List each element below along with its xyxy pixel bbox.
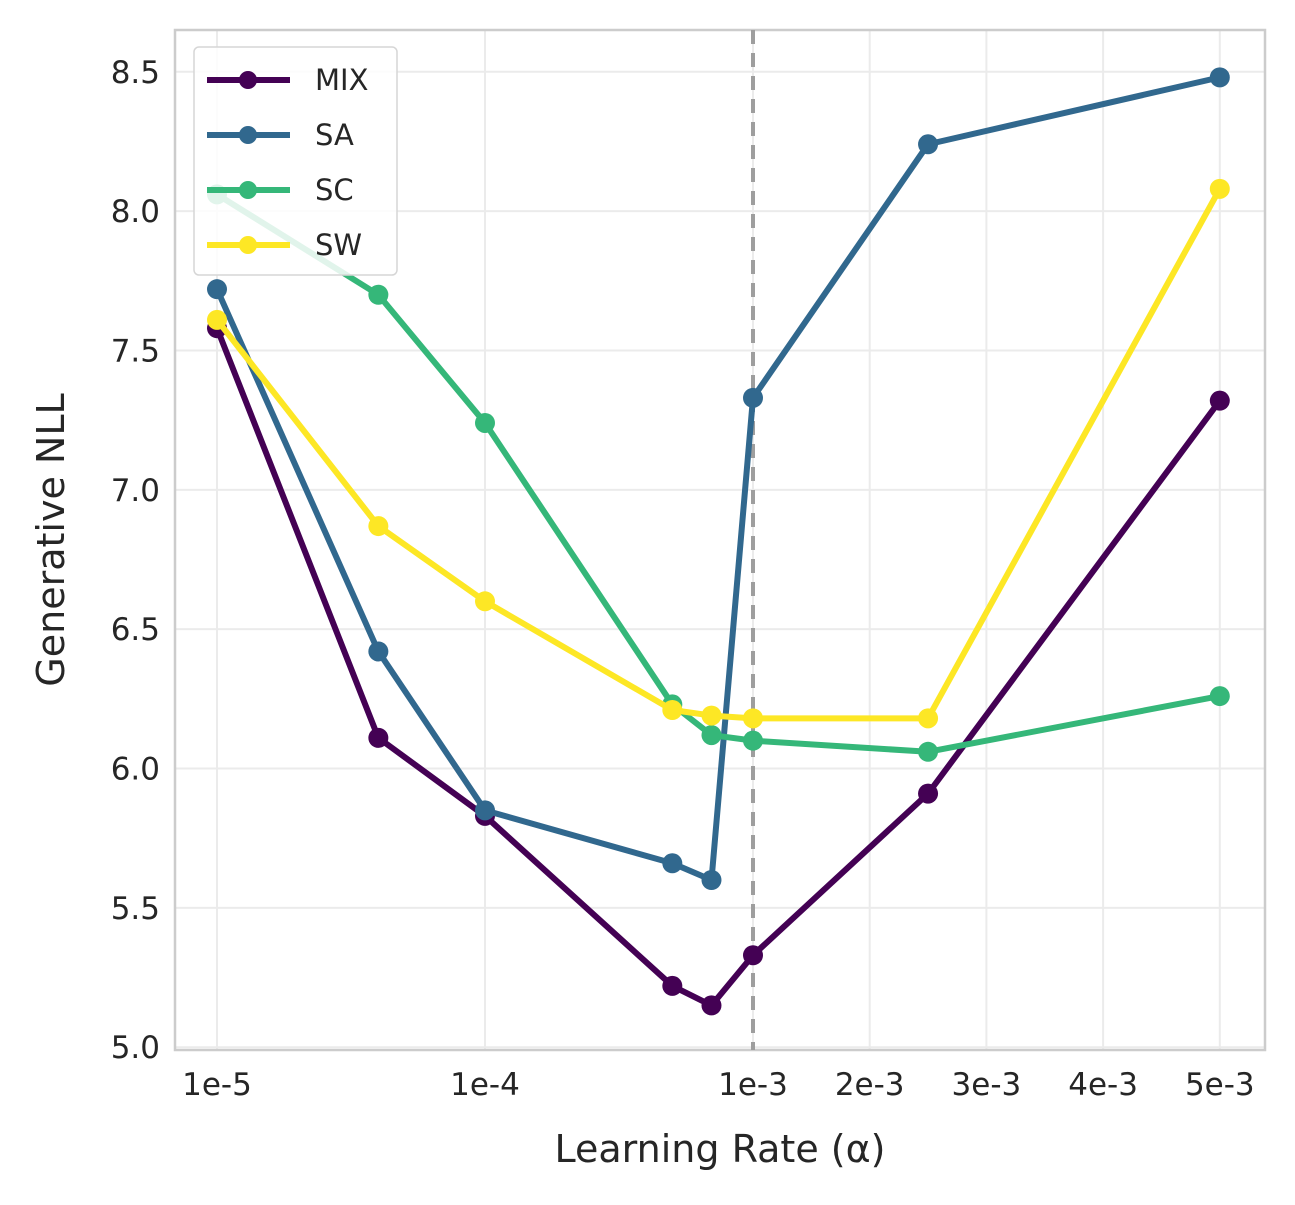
data-point-mix bbox=[368, 727, 389, 748]
x-tick-label: 4e-3 bbox=[1068, 1067, 1138, 1103]
data-point-mix bbox=[743, 945, 763, 966]
data-point-sw bbox=[368, 516, 389, 537]
x-tick-label: 2e-3 bbox=[835, 1067, 905, 1103]
y-tick-label: 8.5 bbox=[111, 55, 160, 91]
legend-box bbox=[193, 46, 398, 276]
legend-marker-mix bbox=[239, 71, 257, 89]
series bbox=[207, 67, 1230, 1016]
legend-label-sa: SA bbox=[315, 118, 354, 152]
data-point-sc bbox=[475, 412, 495, 433]
y-tick-label: 7.0 bbox=[111, 473, 160, 509]
legend: MIX SA SC SW bbox=[193, 46, 398, 276]
legend-label-sc: SC bbox=[315, 173, 354, 207]
series-line-sc bbox=[215, 191, 1221, 755]
data-point-sw bbox=[207, 309, 227, 330]
y-axis-ticks: 5.0 5.5 6.0 6.5 7.0 7.5 8.0 8.5 bbox=[111, 55, 160, 1066]
series-line-mix bbox=[214, 327, 1223, 1009]
series-sa bbox=[207, 67, 1230, 890]
data-point-sw bbox=[701, 705, 722, 726]
x-tick-label: 1e-5 bbox=[182, 1067, 252, 1103]
data-point-sa bbox=[207, 279, 227, 300]
legend-label-sw: SW bbox=[315, 228, 362, 262]
data-point-sa bbox=[918, 134, 939, 155]
legend-marker-sc bbox=[239, 181, 257, 199]
series-line-sa bbox=[214, 74, 1221, 883]
data-point-sa bbox=[368, 641, 389, 662]
grid bbox=[175, 30, 1265, 1050]
data-point-mix bbox=[662, 975, 683, 996]
y-tick-label: 5.5 bbox=[111, 891, 160, 927]
y-tick-label: 5.0 bbox=[111, 1030, 160, 1066]
data-point-sw bbox=[662, 700, 683, 720]
x-tick-label: 5e-3 bbox=[1185, 1067, 1255, 1103]
data-point-sw bbox=[1209, 178, 1230, 199]
y-tick-label: 8.0 bbox=[111, 194, 160, 230]
y-tick-label: 6.5 bbox=[111, 612, 160, 648]
data-point-sc bbox=[701, 725, 722, 746]
x-tick-label: 3e-3 bbox=[952, 1067, 1022, 1103]
data-point-sa bbox=[743, 387, 763, 408]
data-point-sc bbox=[743, 730, 763, 751]
plot-area-frame bbox=[173, 28, 1267, 1052]
data-point-sa bbox=[1209, 67, 1230, 88]
x-tick-label: 1e-3 bbox=[718, 1067, 788, 1103]
data-point-sw bbox=[918, 708, 939, 729]
data-point-sa bbox=[701, 870, 722, 890]
series-mix bbox=[207, 318, 1230, 1016]
data-point-sw bbox=[743, 708, 763, 729]
x-axis-ticks: 1e-5 1e-4 1e-3 2e-3 3e-3 4e-3 5e-3 bbox=[182, 1067, 1255, 1103]
data-point-sa bbox=[475, 800, 495, 821]
data-point-sw bbox=[475, 591, 495, 612]
x-axis-label: Learning Rate (α) bbox=[555, 1127, 886, 1171]
legend-label-mix: MIX bbox=[315, 63, 368, 97]
data-point-mix bbox=[1209, 390, 1230, 411]
series-sw bbox=[207, 178, 1230, 729]
y-tick-label: 7.5 bbox=[111, 333, 160, 369]
data-point-sc bbox=[1209, 686, 1230, 707]
y-tick-label: 6.0 bbox=[111, 752, 160, 788]
y-axis-label: Generative NLL bbox=[29, 393, 73, 686]
x-tick-label: 1e-4 bbox=[450, 1067, 520, 1103]
data-point-sc bbox=[368, 284, 389, 305]
data-point-sa bbox=[662, 853, 683, 874]
data-point-mix bbox=[918, 783, 939, 804]
legend-marker-sw bbox=[239, 236, 257, 254]
data-point-sc bbox=[918, 741, 939, 762]
legend-marker-sa bbox=[239, 126, 257, 144]
data-point-mix bbox=[701, 995, 722, 1016]
series-line-sw bbox=[214, 187, 1223, 722]
